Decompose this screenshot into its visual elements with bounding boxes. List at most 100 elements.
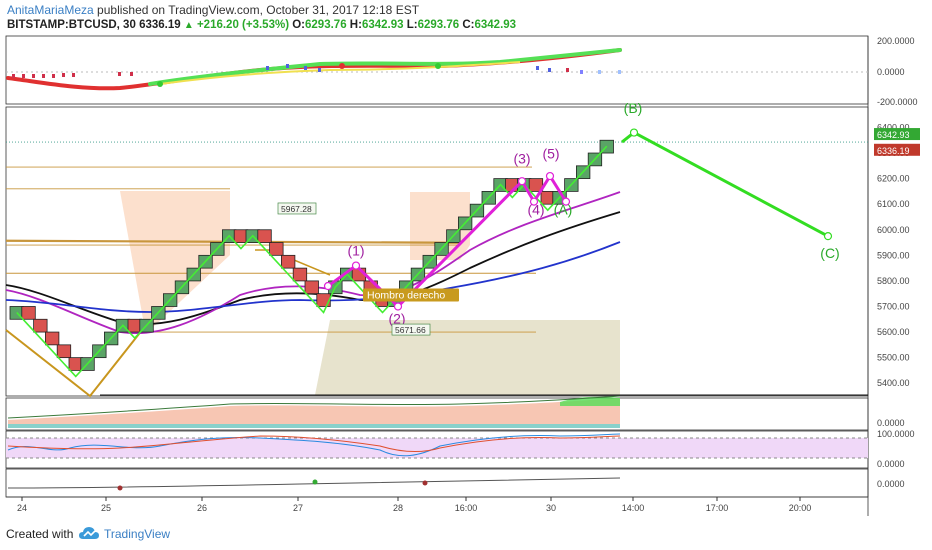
renko-brick: [257, 229, 272, 243]
osc1-histogram-bar: [536, 66, 539, 70]
osc1-yellow-line: [159, 61, 521, 85]
renko-brick: [304, 280, 319, 295]
wave-label: (A): [554, 202, 573, 218]
time-tick-label: 24: [17, 503, 27, 513]
symbol-label: BITSTAMP:BTCUSD, 30: [7, 19, 136, 31]
osc4-tick-label: 0.0000: [877, 479, 905, 489]
osc1-histogram-bar: [286, 64, 289, 68]
renko-brick: [56, 344, 72, 359]
price-tick-label: 5500.00: [877, 353, 910, 363]
osc1-green-line: [148, 48, 622, 86]
shade-zone-bottom: [315, 320, 620, 395]
renko-brick: [292, 267, 308, 282]
author-link[interactable]: AnitaMariaMeza: [7, 3, 94, 17]
price-tick-label: 5600.00: [877, 327, 910, 337]
osc4-line: [7, 477, 621, 489]
osc1-cross-dot: [339, 63, 345, 69]
time-tick-label: 28: [393, 503, 403, 513]
osc1-tick-label: 200.0000: [877, 36, 915, 46]
osc4-signal-dot: [312, 479, 318, 485]
price-tag-box: [874, 128, 920, 141]
time-tick-label: 26: [197, 503, 207, 513]
osc1-histogram-bar: [12, 74, 15, 78]
wave-label: (3): [513, 150, 530, 166]
time-tick-label: 20:00: [789, 503, 812, 513]
osc1-histogram-bar: [32, 74, 35, 78]
price-tick-label: 5800.00: [877, 276, 910, 286]
high-value: 6342.93: [361, 19, 404, 31]
osc4-signal-dot: [422, 480, 428, 486]
close-label: C:: [462, 19, 475, 31]
renko-brick: [45, 331, 60, 346]
time-tick-label: 25: [101, 503, 111, 513]
osc1-histogram-bar: [118, 72, 121, 76]
price-tick-label: 6200.00: [877, 174, 910, 184]
panel-frame: [5, 35, 869, 105]
price-callout-text: 5671.66: [395, 325, 426, 335]
tradingview-cloud-icon: [79, 527, 99, 539]
osc1-histogram-bar: [304, 66, 307, 70]
osc3-tick-label: 100.0000: [877, 429, 915, 439]
wave-label: (4): [527, 202, 544, 218]
wave-point-marker: [529, 197, 539, 206]
price-callout-text: 5967.28: [281, 204, 312, 214]
osc1-histogram-bar: [130, 72, 133, 76]
osc1-histogram-bar: [22, 74, 25, 78]
osc1-histogram-bar: [266, 66, 269, 70]
pattern-left-shoulder: [5, 319, 151, 398]
up-arrow-icon: ▲: [183, 20, 194, 31]
osc1-cross-dot: [435, 63, 441, 69]
time-tick-label: 30: [546, 503, 556, 513]
osc1-red-line: [6, 48, 622, 91]
wave-point-marker: [545, 171, 555, 181]
osc1-tick-label: 0.0000: [877, 67, 905, 77]
pattern-label-box: [363, 288, 459, 302]
price-tick-label: 5900.00: [877, 250, 910, 260]
renko-brick: [269, 242, 284, 256]
published-text: published on TradingView.com, October 31…: [97, 3, 420, 17]
price-tick-label: 6400.00: [877, 122, 910, 132]
osc1-histogram-bar: [72, 73, 75, 77]
osc1-histogram-bar: [548, 68, 551, 72]
footer: Created with TradingView: [0, 518, 932, 550]
osc1-cross-dot: [157, 81, 163, 87]
time-tick-label: 27: [293, 503, 303, 513]
wave-point-marker: [351, 261, 361, 270]
price-tag-text: 6336.19: [877, 146, 910, 156]
wave-point-marker: [323, 281, 333, 291]
osc1-histogram-bar: [566, 68, 569, 72]
osc1-histogram-bar: [618, 70, 621, 74]
osc4-signal-dot: [117, 485, 123, 491]
price-tick-label: 6100.00: [877, 199, 910, 209]
close-value: 6342.93: [474, 19, 517, 31]
moving-average-blue: [5, 241, 621, 313]
renko-brick: [21, 306, 36, 320]
price-tick-label: 5400.00: [877, 378, 910, 388]
open-label: O:: [292, 19, 306, 31]
price-callout-box: [391, 323, 431, 336]
created-with-text: Created with: [6, 527, 74, 541]
price-callout-box: [277, 202, 317, 215]
renko-brick: [33, 318, 48, 333]
time-tick-label: 16:00: [455, 503, 478, 513]
shade-zone-left: [120, 191, 230, 330]
wave-label: (1): [347, 243, 364, 259]
price-change: +216.20 (+3.53%): [196, 19, 290, 31]
tradingview-brand[interactable]: TradingView: [104, 527, 171, 541]
wave-label: (2): [388, 310, 405, 326]
wave-label: (B): [624, 100, 643, 116]
wave-point-marker: [561, 197, 571, 206]
pattern-label-text: Hombro derecho: [367, 290, 445, 302]
price-tick-label: 5700.00: [877, 301, 910, 311]
osc1-histogram-bar: [42, 74, 45, 78]
osc2-area-cyan: [8, 424, 620, 428]
symbol-line: BITSTAMP:BTCUSD, 30 6336.19 ▲ +216.20 (+…: [7, 19, 516, 31]
low-value: 6293.76: [417, 19, 460, 31]
open-value: 6293.76: [305, 19, 347, 31]
price-tag-text: 6342.93: [877, 130, 910, 140]
low-label: L:: [406, 19, 418, 31]
osc2-line: [7, 395, 621, 419]
osc3-blue-line: [7, 433, 621, 457]
time-tick-label: 14:00: [622, 503, 645, 513]
